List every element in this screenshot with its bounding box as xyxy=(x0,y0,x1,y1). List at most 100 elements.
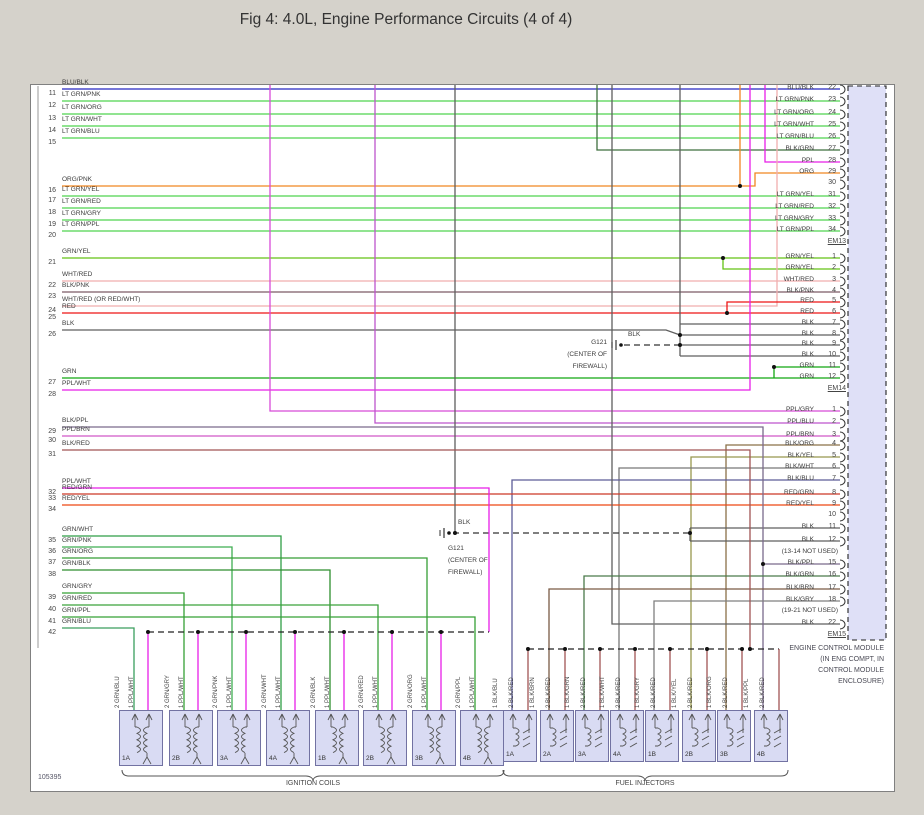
pin-socket-icon xyxy=(839,191,846,202)
pin-number: 17 xyxy=(828,584,836,591)
wire-grn-yel-branch xyxy=(722,258,840,270)
row-number: 12 xyxy=(48,102,56,109)
pin-number: 6 xyxy=(832,463,836,470)
wire-ppl-blu xyxy=(374,85,840,424)
pin-label-ppl-gry: PPL/GRY xyxy=(785,406,814,413)
row-number: 37 xyxy=(48,559,56,566)
ignition-coil-3a xyxy=(217,710,261,766)
fuel-injector-label: 2A xyxy=(543,751,551,758)
splice-dot xyxy=(598,647,602,651)
wire-label-lt-grn-blu: LT GRN/BLU xyxy=(62,128,100,135)
fuel-injector-icon xyxy=(546,713,570,748)
row-number: 34 xyxy=(48,506,56,513)
splice-dot xyxy=(439,630,443,634)
pin-number: 7 xyxy=(832,319,836,326)
pin-number: 16 xyxy=(828,571,836,578)
connector-label-em14: EM14 xyxy=(827,385,846,392)
pin-number: 29 xyxy=(828,168,836,175)
ignition-coil-label: 1A xyxy=(122,755,130,762)
pin-socket-icon xyxy=(839,523,846,534)
pin-number: 33 xyxy=(828,215,836,222)
pin-number: 15 xyxy=(828,559,836,566)
pin-number: 9 xyxy=(832,500,836,507)
splice-dot xyxy=(196,630,200,634)
wire-blk-red-feed xyxy=(62,449,751,649)
pin-number: 3 xyxy=(832,431,836,438)
wire-label-blk-ppl: BLK/PPL xyxy=(62,417,89,424)
splice-dot xyxy=(563,647,567,651)
pin-label-blk-pnk: BLK/PNK xyxy=(786,287,814,294)
pin-label-lt-grn-org: LT GRN/ORG xyxy=(774,109,814,116)
splice-dot xyxy=(738,184,742,188)
pin-wire-label-2-grn-wht: 2 GRN/WHT xyxy=(262,674,268,708)
pin-number: 25 xyxy=(828,121,836,128)
fuel-injector-label: 2B xyxy=(685,751,693,758)
pin-label-blk-grn: BLK/GRN xyxy=(785,571,814,578)
fuel-injector-1a xyxy=(503,710,537,762)
row-number: 23 xyxy=(48,293,56,300)
splice-dot xyxy=(725,311,729,315)
pin-number: 12 xyxy=(828,536,836,543)
wire-label-wht-red: WHT/RED xyxy=(62,271,93,278)
pin-wire-label-2-blk-red: 2 BLK/RED xyxy=(546,677,552,708)
ignition-coil-label: 3B xyxy=(415,755,423,762)
pin-number: 5 xyxy=(832,297,836,304)
pin-label-blk: BLK xyxy=(801,340,814,347)
row-number: 13 xyxy=(48,115,56,122)
splice-dot xyxy=(748,647,752,651)
pin-label-blk: BLK xyxy=(801,619,814,626)
wire-label-org-pnk: ORG/PNK xyxy=(62,176,92,183)
ignition-coil-label: 1B xyxy=(318,755,326,762)
bank-caption-fuel-injectors: FUEL INJECTORS xyxy=(615,780,675,787)
ignition-coil-icon xyxy=(327,713,349,765)
ignition-coil-label: 3A xyxy=(220,755,228,762)
wire-grn-wht xyxy=(62,535,282,712)
pin-wire-label-1-ppl-wht: 1 PPL/WHT xyxy=(129,676,135,708)
row-number: 32 xyxy=(48,489,56,496)
fuel-injector-label: 4A xyxy=(613,751,621,758)
pin-socket-icon xyxy=(839,511,846,522)
pin-number: 9 xyxy=(832,340,836,347)
wire-blk-row26 xyxy=(62,329,681,336)
ignition-coil-icon xyxy=(181,713,203,765)
fuel-injector-label: 3B xyxy=(720,751,728,758)
wire-label-grn-pnk: GRN/PNK xyxy=(62,537,92,544)
wire-blk-ppl xyxy=(62,426,764,712)
pin-label-lt-grn-yel: LT GRN/YEL xyxy=(776,191,814,198)
pin-number: 8 xyxy=(832,330,836,337)
ecm-label-line: (IN ENG COMPT, IN xyxy=(820,656,884,663)
pin-socket-icon xyxy=(839,84,846,95)
ignition-coil-icon xyxy=(278,713,300,765)
splice-dot xyxy=(293,630,297,634)
wire-label-blu-blk: BLU/BLK xyxy=(62,79,89,86)
pin-label-grn-yel: GRN/YEL xyxy=(785,253,814,260)
pin-wire-label-1-ppl-wht: 1 PPL/WHT xyxy=(179,676,185,708)
pin-label-blk-gry: BLK/GRY xyxy=(785,596,814,603)
row-number: 39 xyxy=(48,594,56,601)
pin-wire-label-2-blk-red: 2 BLK/RED xyxy=(651,677,657,708)
pin-wire-label-2-grn-ppl: 2 GRN/PPL xyxy=(456,676,462,708)
splice-dot xyxy=(526,647,530,651)
pin-number: 30 xyxy=(828,179,836,186)
wire-label-lt-grn-red: LT GRN/RED xyxy=(62,198,101,205)
pin-number: 2 xyxy=(832,418,836,425)
pin-note: (13-14 NOT USED) xyxy=(781,548,838,555)
pin-socket-icon xyxy=(839,297,846,308)
row-number: 28 xyxy=(48,391,56,398)
pin-label-grn-yel: GRN/YEL xyxy=(785,264,814,271)
fuel-injector-icon xyxy=(723,713,747,748)
pin-label-ppl-brn: PPL/BRN xyxy=(786,431,814,438)
pin-wire-label-1-ppl-wht: 1 PPL/WHT xyxy=(325,676,331,708)
row-number: 31 xyxy=(48,451,56,458)
splice-dot xyxy=(668,647,672,651)
ignition-coil-1b xyxy=(315,710,359,766)
pin-wire-label-2-blk-red: 2 BLK/RED xyxy=(688,677,694,708)
pin-wire-label-2-blk-red: 2 BLK/RED xyxy=(760,677,766,708)
bank-caption-ignition-coils: IGNITION COILS xyxy=(285,780,341,787)
ignition-coil-label: 2B xyxy=(172,755,180,762)
pin-number: 24 xyxy=(828,109,836,116)
diagram-panel xyxy=(30,84,895,792)
wire-label-blk: BLK xyxy=(62,320,75,327)
wire-label-grn-wht: GRN/WHT xyxy=(62,526,94,533)
wire-label-lt-grn-org: LT GRN/ORG xyxy=(62,104,102,111)
